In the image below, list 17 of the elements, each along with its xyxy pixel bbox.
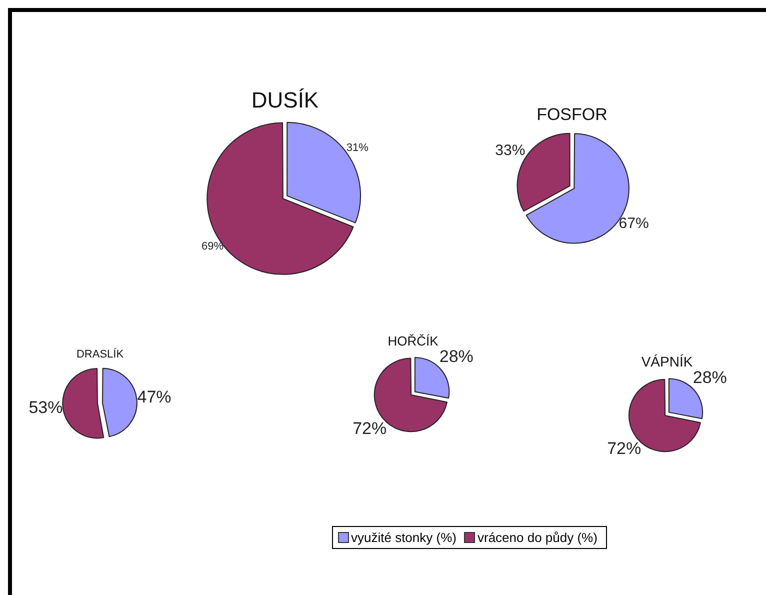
legend-label: využité stonky (%) bbox=[350, 530, 456, 545]
data-label: 28% bbox=[439, 347, 474, 366]
data-label: 69% bbox=[202, 240, 224, 252]
chart-title: DUSÍK bbox=[251, 87, 319, 112]
chart-title: FOSFOR bbox=[536, 104, 608, 124]
data-label: 53% bbox=[28, 398, 63, 417]
data-label: 28% bbox=[692, 368, 727, 388]
data-label: 33% bbox=[495, 142, 526, 159]
legend-label: vráceno do půdy (%) bbox=[476, 530, 598, 545]
chart-title: VÁPNÍK bbox=[641, 353, 694, 370]
data-label: 72% bbox=[352, 418, 387, 438]
data-label: 72% bbox=[607, 439, 642, 458]
data-label: 67% bbox=[618, 214, 649, 232]
chart-title: HOŘČÍK bbox=[388, 333, 439, 348]
data-label: 47% bbox=[137, 388, 172, 407]
chart-title: DRASLÍK bbox=[76, 348, 124, 361]
data-label: 31% bbox=[346, 142, 369, 154]
